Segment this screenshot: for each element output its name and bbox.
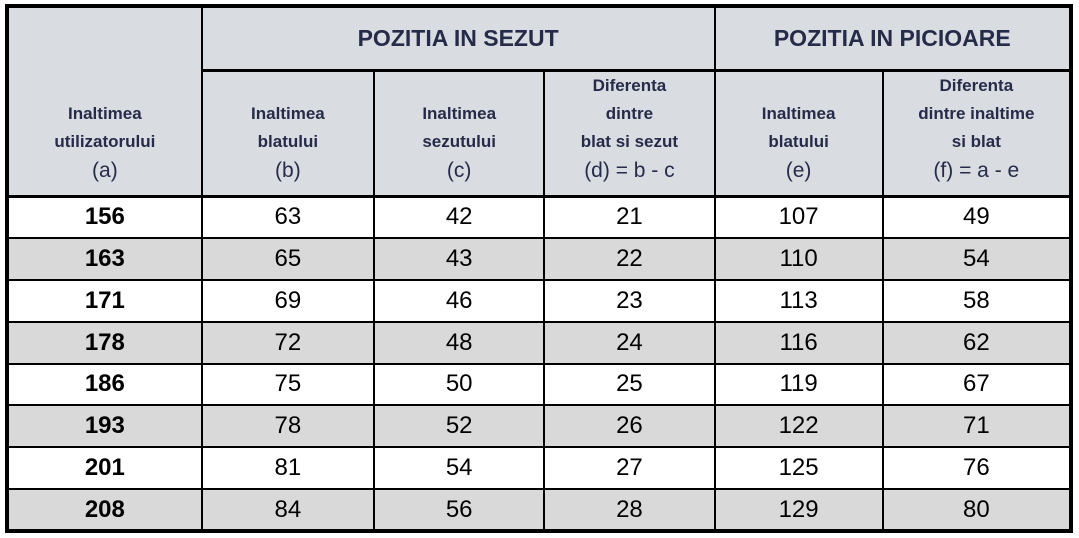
cell-value: 24 — [543, 320, 716, 365]
column-label: Inaltimea sezutului — [422, 103, 497, 151]
cell-value: 54 — [373, 446, 546, 491]
column-header-desk-height-sitting: Inaltimea blatului (b) — [200, 69, 376, 198]
cell-value: 129 — [713, 488, 884, 532]
cell-value: 76 — [881, 446, 1073, 491]
cell-value: 50 — [373, 362, 546, 407]
cell-user-height: 193 — [6, 404, 203, 449]
column-header-diff-height-desk: Diferenta dintre inaltime si blat (f) = … — [881, 69, 1073, 198]
cell-value: 25 — [543, 362, 716, 407]
cell-value: 58 — [881, 278, 1073, 323]
table-row: 186 75 50 25 119 67 — [6, 362, 1073, 407]
cell-value: 71 — [881, 404, 1073, 449]
cell-value: 27 — [543, 446, 716, 491]
cell-value: 125 — [713, 446, 884, 491]
table-body: 156 63 42 21 107 49 163 65 43 22 110 54 171 69 46 23 113… — [6, 195, 1073, 532]
cell-value: 54 — [881, 236, 1073, 281]
table-row: 193 78 52 26 122 71 — [6, 404, 1073, 449]
cell-value: 46 — [373, 278, 546, 323]
sub-header-row: Inaltimea blatului (b) Inaltimea sezutul… — [7, 69, 1073, 198]
column-formula: (d) = b - c — [584, 158, 675, 182]
cell-value: 42 — [373, 195, 546, 239]
cell-value: 52 — [373, 404, 546, 449]
cell-value: 65 — [200, 236, 376, 281]
cell-user-height: 163 — [6, 236, 203, 281]
cell-value: 26 — [543, 404, 716, 449]
column-header-diff-desk-seat: Diferenta dintre blat si sezut (d) = b -… — [543, 69, 716, 198]
column-label: Diferenta dintre blat si sezut — [580, 75, 679, 151]
cell-value: 49 — [881, 195, 1073, 239]
cell-user-height: 171 — [6, 278, 203, 323]
cell-value: 23 — [543, 278, 716, 323]
cell-value: 56 — [373, 488, 546, 532]
cell-value: 84 — [200, 488, 376, 532]
cell-value: 110 — [713, 236, 884, 281]
cell-user-height: 156 — [6, 195, 203, 239]
column-formula: (a) — [92, 158, 118, 182]
cell-value: 80 — [881, 488, 1073, 532]
cell-value: 63 — [200, 195, 376, 239]
table-row: 178 72 48 24 116 62 — [6, 320, 1073, 365]
column-label: Diferenta dintre inaltime si blat — [918, 75, 1035, 151]
cell-value: 67 — [881, 362, 1073, 407]
cell-value: 107 — [713, 195, 884, 239]
cell-user-height: 201 — [6, 446, 203, 491]
table-row: 208 84 56 28 129 80 — [6, 488, 1073, 532]
cell-value: 81 — [200, 446, 376, 491]
ergonomics-height-table: Inaltimea utilizatorului (a) POZITIA IN … — [5, 4, 1073, 533]
cell-value: 62 — [881, 320, 1073, 365]
table-row: 156 63 42 21 107 49 — [6, 195, 1073, 239]
cell-user-height: 178 — [6, 320, 203, 365]
cell-value: 48 — [373, 320, 546, 365]
column-formula: (e) — [785, 158, 812, 182]
group-header-standing: POZITIA IN PICIOARE — [713, 5, 1073, 72]
table-row: 171 69 46 23 113 58 — [6, 278, 1073, 323]
cell-value: 122 — [713, 404, 884, 449]
table-row: 201 81 54 27 125 76 — [6, 446, 1073, 491]
column-formula: (c) — [446, 158, 472, 182]
cell-value: 28 — [543, 488, 716, 532]
cell-value: 78 — [200, 404, 376, 449]
group-header-row: Inaltimea utilizatorului (a) POZITIA IN … — [6, 5, 1073, 198]
group-header-sitting: POZITIA IN SEZUT — [200, 5, 716, 72]
cell-value: 119 — [713, 362, 884, 407]
cell-value: 75 — [200, 362, 376, 407]
column-label: Inaltimea utilizatorului — [54, 103, 156, 151]
cell-value: 113 — [713, 278, 884, 323]
column-formula: (b) — [275, 158, 301, 182]
cell-value: 69 — [200, 278, 376, 323]
column-header-user-height: Inaltimea utilizatorului (a) — [6, 5, 203, 198]
cell-value: 116 — [713, 320, 884, 365]
cell-user-height: 186 — [6, 362, 203, 407]
column-header-desk-height-standing: Inaltimea blatului (e) — [713, 69, 884, 198]
column-label: Inaltimea blatului — [761, 103, 836, 151]
table-header: Inaltimea utilizatorului (a) POZITIA IN … — [6, 5, 1073, 198]
cell-user-height: 208 — [6, 488, 203, 532]
column-label: Inaltimea blatului — [251, 103, 325, 151]
table-row: 163 65 43 22 110 54 — [6, 236, 1073, 281]
column-formula: (f) = a - e — [933, 158, 1020, 182]
cell-value: 72 — [200, 320, 376, 365]
cell-value: 43 — [373, 236, 546, 281]
column-header-seat-height: Inaltimea sezutului (c) — [373, 69, 546, 198]
cell-value: 21 — [543, 195, 716, 239]
cell-value: 22 — [543, 236, 716, 281]
